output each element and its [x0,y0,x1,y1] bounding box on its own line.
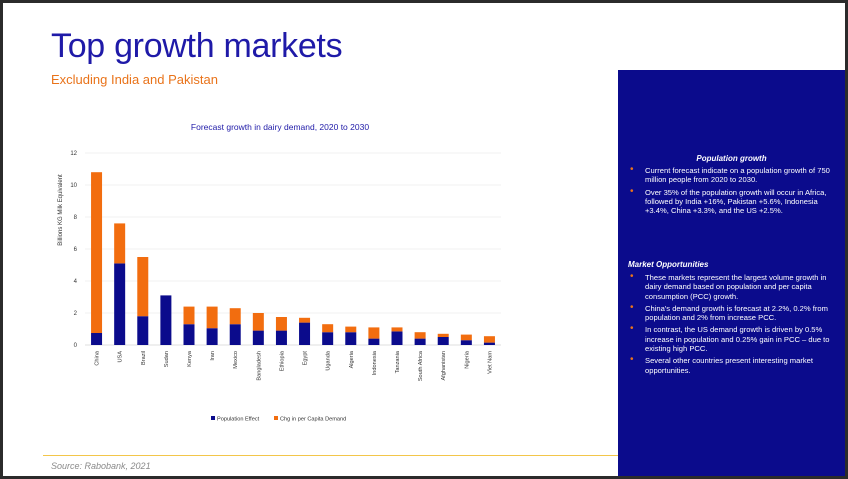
x-tick-label: USA [118,351,124,363]
bar-pcc-change [137,257,149,317]
bullet-item: These markets represent the largest volu… [628,272,836,301]
bar-population-effect [160,295,172,345]
slide-subtitle: Excluding India and Pakistan [51,72,218,87]
dairy-demand-chart: Forecast growth in dairy demand, 2020 to… [58,122,501,423]
x-tick-label: Uganda [326,350,332,370]
bar-population-effect [414,338,426,345]
bar-pcc-change [368,327,380,339]
bullet-item: Several other countries present interest… [628,355,836,375]
bar-pcc-change [206,306,218,329]
chart-title: Forecast growth in dairy demand, 2020 to… [191,122,369,132]
y-tick-label: 12 [70,151,77,157]
x-tick-label: Mexico [233,351,239,369]
x-tick-label: Indonesia [372,350,378,375]
population-bullets: Current forecast indicate on a populatio… [628,165,836,218]
bar-pcc-change [275,317,287,331]
bar-population-effect [206,328,218,345]
bar-pcc-change [229,308,241,325]
bar-pcc-change [391,327,403,332]
bar-population-effect [391,331,403,345]
x-tick-label: Algeria [349,350,355,368]
bar-pcc-change [414,332,426,339]
x-tick-label: Egypt [303,351,309,366]
x-tick-label: Sudan [164,351,170,367]
x-tick-label: Ethiopia [279,350,285,371]
bullet-item: Current forecast indicate on a populatio… [628,165,836,185]
bar-pcc-change [483,336,495,343]
legend: Population Effect Chg in per Capita Dema… [211,416,346,423]
bar-population-effect [275,330,287,345]
x-tick-label: Bangladesh [256,351,262,381]
x-tick-label: Kenya [187,350,193,367]
slide-title: Top growth markets [51,27,343,65]
bar-pcc-change [299,317,311,323]
x-tick-label: Brazil [141,351,147,365]
y-tick-label: 2 [74,311,78,317]
legend-label-pcc: Chg in per Capita Demand [280,417,346,423]
y-tick-label: 4 [74,279,78,285]
bar-pcc-change [322,324,334,333]
opportunity-bullets: These markets represent the largest volu… [628,272,836,378]
x-tick-label: Nigeria [464,350,470,369]
y-axis-label: Billions KG Milk Equivalent [58,174,64,246]
bar-pcc-change [114,223,126,264]
bullet-item: Over 35% of the population growth will o… [628,187,836,216]
x-tick-label: South Africa [418,350,424,381]
source-note: Source: Rabobank, 2021 [51,461,151,471]
bar-population-effect [460,340,472,345]
bar-population-effect [322,332,334,345]
x-tick-label: Viet Nam [487,351,493,374]
bar-pcc-change [183,306,195,325]
bar-population-effect [114,263,126,345]
bar-population-effect [483,342,495,345]
panel-heading-opportunities: Market Opportunities [628,260,709,269]
legend-swatch-population [211,416,215,420]
slide: Top growth markets Excluding India and P… [3,3,845,476]
bar-pcc-change [460,334,472,341]
bullet-item: In contrast, the US demand growth is dri… [628,324,836,353]
bar-population-effect [437,337,449,345]
bullet-item: China's demand growth is forecast at 2.2… [628,303,836,323]
y-tick-labels: 0 2 4 6 8 10 12 [70,151,77,349]
y-tick-label: 8 [74,215,78,221]
legend-swatch-pcc [274,416,278,420]
y-tick-label: 6 [74,247,78,253]
bar-pcc-change [91,172,103,333]
footer-divider [43,455,621,456]
x-tick-label: Tanzania [395,350,401,373]
x-tick-label: Afghanistan [441,351,447,381]
bar-population-effect [252,330,264,345]
bar-population-effect [229,324,241,345]
legend-label-population: Population Effect [217,417,260,423]
bar-pcc-change [345,326,357,333]
y-tick-label: 0 [74,343,78,349]
bar-pcc-change [437,333,449,337]
y-tick-label: 10 [70,183,77,189]
bar-pcc-change [252,313,264,331]
info-panel: Population growth Current forecast indic… [618,70,845,476]
bar-population-effect [345,332,357,345]
gridlines [85,152,501,346]
bar-population-effect [91,333,103,345]
bar-population-effect [299,322,311,345]
bar-population-effect [183,324,195,345]
bar-population-effect [368,338,380,345]
bars [91,172,495,345]
panel-heading-population: Population growth [696,154,767,163]
x-tick-labels: China USA Brazil Sudan Kenya Iran Mexico Bangla… [95,350,494,381]
x-tick-label: Iran [210,351,216,361]
x-tick-label: China [95,350,101,366]
bar-population-effect [137,316,149,345]
